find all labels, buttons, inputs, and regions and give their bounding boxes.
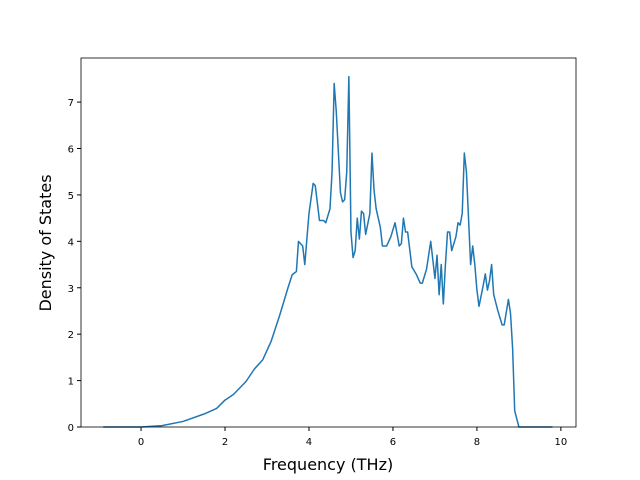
y-axis-label: Density of States: [36, 174, 55, 311]
x-tick-label: 10: [555, 437, 568, 448]
y-tick-label: 1: [68, 377, 74, 388]
x-tick-label: 6: [390, 437, 396, 448]
y-tick-label: 2: [68, 330, 74, 341]
y-tick-label: 3: [68, 284, 74, 295]
y-tick-label: 5: [68, 191, 74, 202]
y-tick-label: 7: [68, 98, 74, 109]
data-line: [103, 75, 553, 428]
x-tick-label: 4: [306, 437, 312, 448]
x-tick-label: 8: [474, 437, 480, 448]
x-tick-label: 0: [138, 437, 144, 448]
x-tick-label: 2: [222, 437, 228, 448]
y-tick-label: 6: [68, 145, 74, 156]
y-tick-label: 4: [68, 237, 74, 248]
plot-frame: [80, 57, 577, 428]
y-tick-label: 0: [68, 423, 74, 434]
x-axis-label: Frequency (THz): [263, 455, 393, 474]
